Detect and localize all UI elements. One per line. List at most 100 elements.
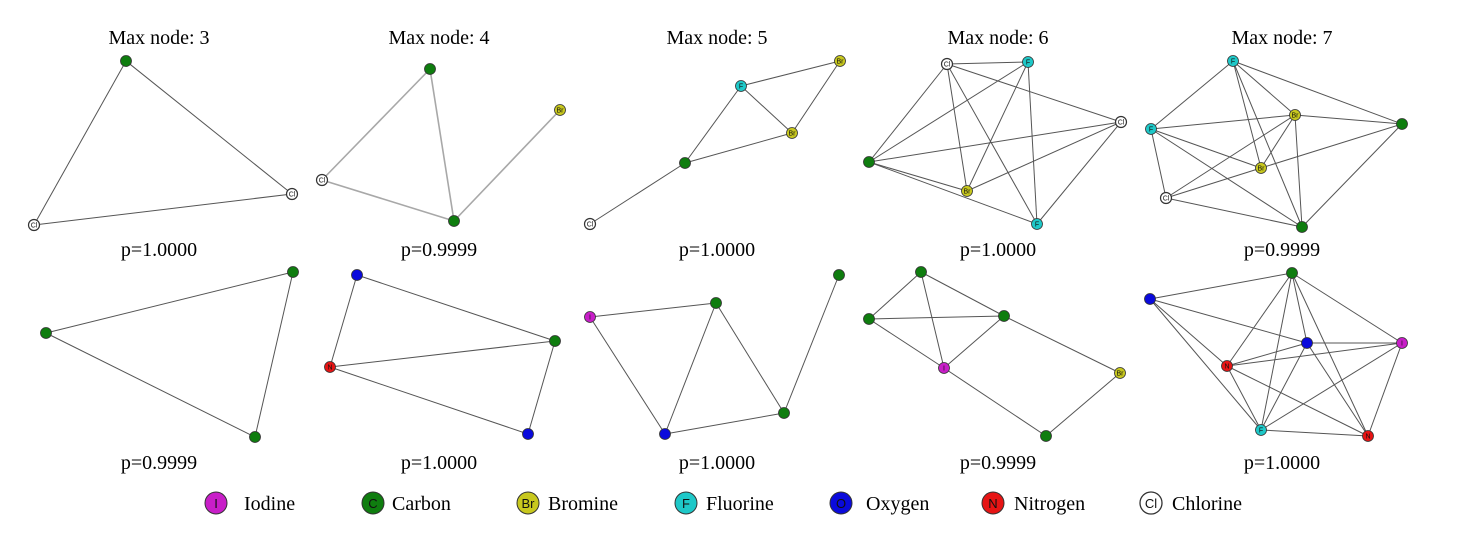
atom-symbol-bromine: Br [1258,166,1266,173]
graph-edge [791,60,841,134]
graph-panel-r1-c3: Br F Br Cl [583,55,846,231]
graph-edge [589,316,666,435]
graph-edge [45,271,294,334]
graph-edge [1003,315,1121,374]
graph-edge [321,179,455,222]
graph-edge [868,61,1029,163]
atom-node-nitrogen [1221,360,1233,372]
atom-symbol-chlorine: Cl [31,223,38,230]
graph-edge [1165,167,1262,199]
p-value-r1-c1: p=1.0000 [121,239,197,261]
atom-node-chlorine [1114,115,1128,129]
p-value-r1-c2: p=0.9999 [401,239,477,261]
column-titles: Max node: 3 Max node: 4 Max node: 5 Max … [108,27,1332,49]
atom-node-oxygen [659,428,671,440]
atom-symbol-chlorine: Cl [944,62,951,69]
atom-node-carbon [863,313,875,325]
graph-edge [966,61,1029,192]
graph-edge [1226,342,1308,367]
atom-symbol-bromine: Br [837,59,845,66]
graph-edge [1150,114,1296,130]
atom-symbol-bromine: Br [964,189,972,196]
legend-label-iodine: Iodine [244,493,295,515]
graph-edge [1291,272,1308,344]
graph-edge [868,315,1005,320]
graph-edge [868,318,945,369]
graph-panel-r2-c2: N [324,269,561,440]
graph-edge [1027,61,1038,225]
element-legend: I Iodine C Carbon Br Bromine F Fluorine … [204,491,1242,515]
graph-panel-r2-c3: I [584,269,845,440]
column-title-6: Max node: 6 [947,27,1048,49]
atom-node-carbon [679,157,691,169]
legend-swatch-bromine [516,491,540,515]
graph-edge [1260,429,1369,437]
graph-panel-r2-c4: I Br [863,266,1126,442]
column-title-7: Max node: 7 [1231,27,1332,49]
graph-edge [946,63,1122,123]
graph-edge [1306,342,1369,437]
graph-edge [321,68,431,181]
graph-edge [1232,60,1403,125]
graph-edge [1226,342,1403,367]
atom-symbol-bromine: Br [1292,113,1300,120]
atom-node-fluorine [1145,123,1157,135]
atom-node-oxygen [351,269,363,281]
atom-node-carbon [287,266,299,278]
legend-item-carbon: C Carbon [361,491,451,515]
atom-symbol-chlorine: Cl [1163,196,1170,203]
graph-panel-r1-c2: Br Cl [315,63,566,227]
atom-node-iodine [938,362,950,374]
legend-symbol-oxygen: O [836,496,846,511]
atom-symbol-nitrogen: N [1224,364,1229,371]
legend-symbol-chlorine: Cl [1145,496,1157,511]
legend-label-chlorine: Chlorine [1172,493,1242,515]
legend-label-bromine: Bromine [548,493,618,515]
graph-edge [868,271,922,320]
atom-node-carbon [1040,430,1052,442]
atom-node-bromine [1289,109,1301,121]
legend-symbol-nitrogen: N [988,496,997,511]
graph-edge [868,121,1122,163]
graph-edge [254,271,294,438]
atom-node-carbon [448,215,460,227]
atom-node-carbon [1286,267,1298,279]
column-title-3: Max node: 3 [108,27,209,49]
atom-node-fluorine [1227,55,1239,67]
atom-node-oxygen [1301,337,1313,349]
legend-item-iodine: I Iodine [204,491,295,515]
graph-edge [1291,272,1403,344]
atom-node-carbon [40,327,52,339]
graph-edge [125,60,293,195]
graph-edge [1045,372,1121,437]
atom-node-iodine [584,311,596,323]
graph-edge [1294,114,1403,125]
atom-symbol-fluorine: F [1231,59,1235,66]
atom-node-carbon [863,156,875,168]
graph-edge [429,68,455,222]
legend-item-nitrogen: N Nitrogen [981,491,1085,515]
atom-symbol-nitrogen: N [327,365,332,372]
graph-edge [783,274,840,414]
atom-symbol-bromine: Br [557,108,565,115]
column-title-4: Max node: 4 [388,27,489,49]
graph-edge [329,340,556,368]
atom-symbol-fluorine: F [739,84,743,91]
graph-edge [1260,114,1296,169]
graph-panel-r2-c1 [40,266,299,443]
atom-symbol-iodine: I [589,315,591,322]
atom-symbol-fluorine: F [1149,127,1153,134]
graph-edge [946,63,968,192]
graph-edge [1291,272,1369,437]
graph-edge [1226,272,1293,367]
atom-node-chlorine [315,173,329,187]
p-value-r2-c3: p=1.0000 [679,452,755,474]
atom-node-carbon [710,297,722,309]
atom-symbol-fluorine: F [1035,222,1039,229]
legend-symbol-fluorine: F [682,496,690,511]
p-value-r2-c1: p=0.9999 [121,452,197,474]
atom-node-chlorine [940,57,954,71]
legend-swatch-iodine [204,491,228,515]
graph-edge [664,302,717,435]
legend-symbol-carbon: C [368,496,377,511]
